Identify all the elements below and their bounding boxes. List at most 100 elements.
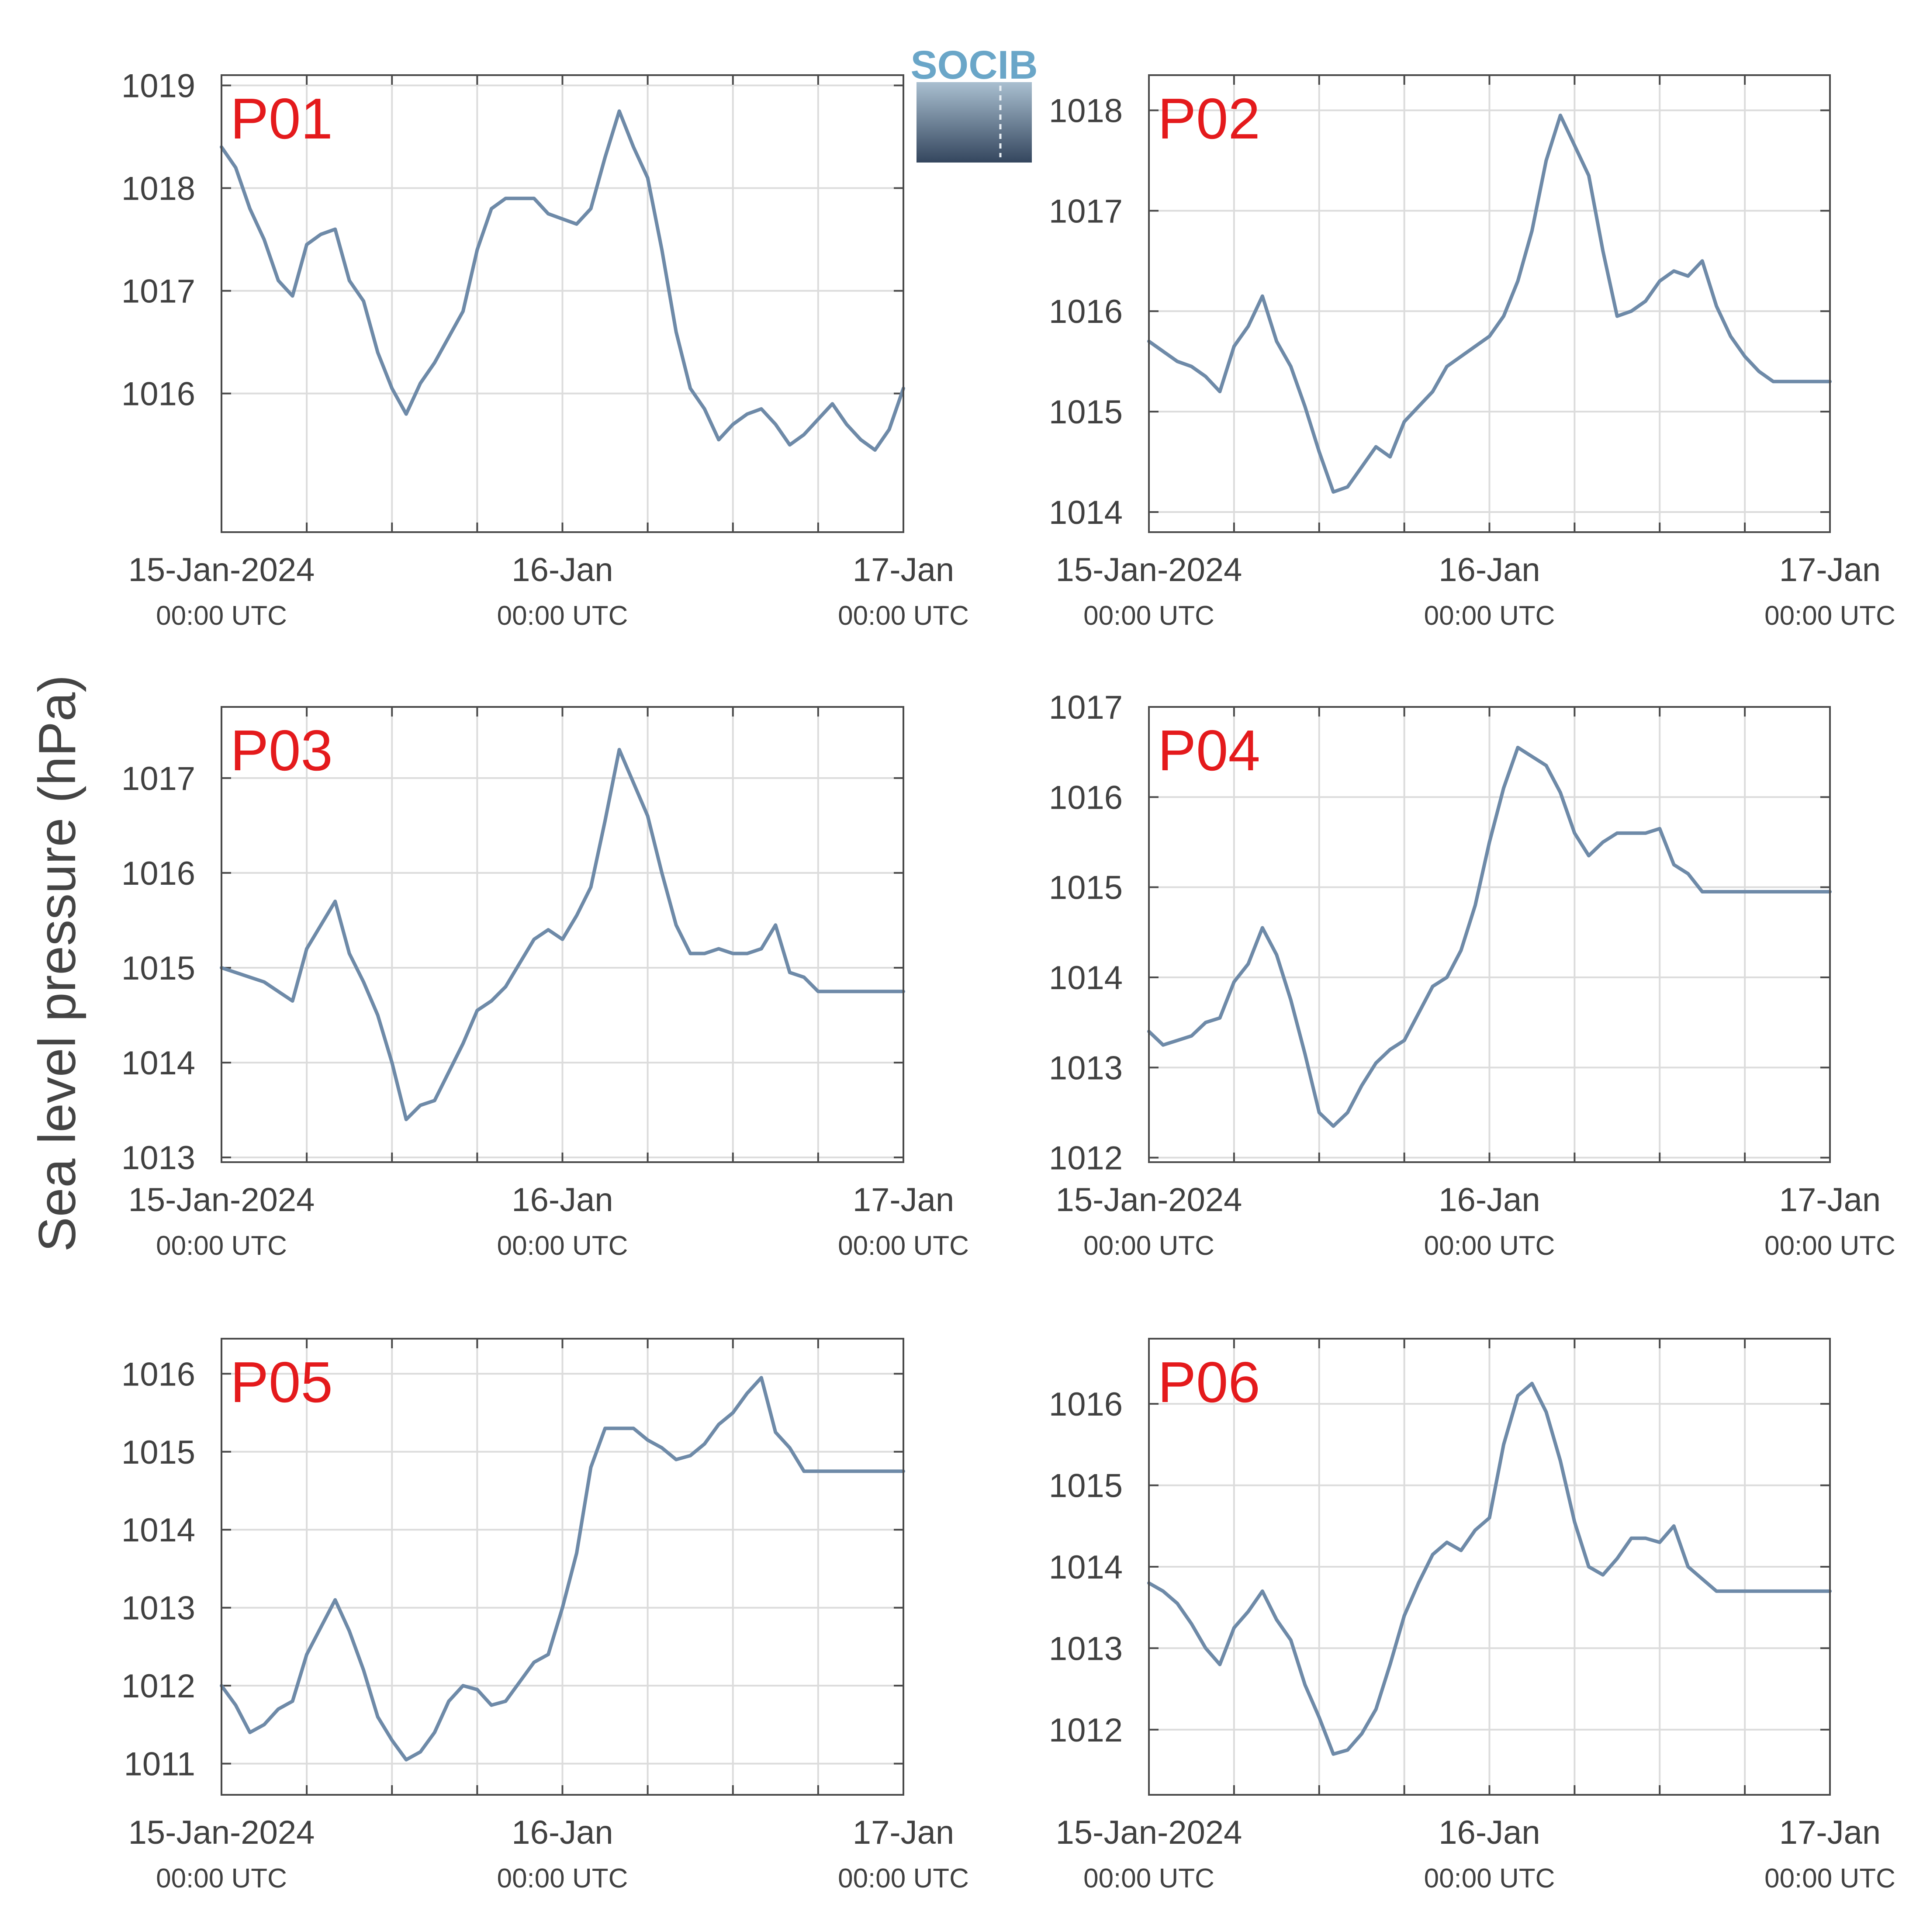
axes-frame bbox=[221, 74, 904, 533]
data-point bbox=[1616, 315, 1619, 318]
y-tick-label: 1016 bbox=[1049, 779, 1123, 816]
data-point bbox=[661, 249, 663, 251]
data-point bbox=[277, 1708, 280, 1710]
data-point bbox=[1687, 873, 1689, 875]
data-point bbox=[1204, 1021, 1207, 1024]
x-tick-label: 16-Jan bbox=[1439, 1181, 1540, 1219]
x-tick-label: 17-Jan bbox=[853, 1814, 954, 1851]
data-point bbox=[647, 177, 649, 179]
y-tick-label: 1013 bbox=[121, 1139, 195, 1177]
data-point bbox=[1233, 1627, 1235, 1629]
x-tick-label: 16-Jan bbox=[512, 1814, 613, 1851]
data-point bbox=[888, 428, 890, 431]
data-point bbox=[1190, 365, 1193, 368]
data-point bbox=[1304, 405, 1306, 408]
data-point bbox=[519, 1680, 521, 1683]
data-point bbox=[774, 924, 777, 926]
data-point bbox=[1616, 1557, 1619, 1560]
data-point bbox=[575, 223, 578, 225]
data-point bbox=[1786, 380, 1789, 383]
y-tick-label: 1018 bbox=[121, 170, 195, 208]
data-point bbox=[1800, 1590, 1803, 1593]
data-point bbox=[802, 433, 805, 436]
data-point bbox=[277, 990, 280, 993]
data-point bbox=[291, 1000, 294, 1002]
data-point bbox=[789, 971, 791, 974]
data-point bbox=[1516, 746, 1519, 749]
data-point bbox=[675, 331, 678, 333]
x-tick-time-label: 00:00 UTC bbox=[1424, 1863, 1555, 1894]
data-point bbox=[1729, 1590, 1732, 1593]
data-point bbox=[1446, 365, 1448, 368]
panel-label: P02 bbox=[1158, 87, 1260, 151]
data-point bbox=[717, 438, 720, 441]
data-point bbox=[1488, 1517, 1491, 1519]
shared-y-axis-label: Sea level pressure (hPa) bbox=[28, 675, 86, 1252]
data-point bbox=[1786, 1590, 1789, 1593]
x-tick-time-label: 00:00 UTC bbox=[838, 601, 969, 631]
data-point bbox=[263, 238, 266, 241]
data-point bbox=[1332, 1753, 1335, 1755]
data-point bbox=[703, 408, 706, 410]
data-point bbox=[362, 300, 365, 302]
data-point bbox=[1573, 832, 1576, 834]
data-point bbox=[263, 1723, 266, 1726]
data-point bbox=[1559, 1460, 1562, 1462]
data-point bbox=[703, 952, 706, 955]
x-tick-label: 15-Jan-2024 bbox=[128, 551, 315, 589]
data-point bbox=[732, 1412, 734, 1414]
data-point bbox=[746, 952, 748, 955]
data-point bbox=[1375, 446, 1377, 448]
x-tick-time-label: 00:00 UTC bbox=[1424, 601, 1555, 631]
x-tick-label: 17-Jan bbox=[853, 1181, 954, 1219]
data-point bbox=[590, 1466, 592, 1468]
data-point bbox=[1162, 350, 1164, 353]
data-point bbox=[504, 1700, 507, 1703]
data-point bbox=[1389, 456, 1391, 458]
data-point bbox=[789, 1447, 791, 1449]
data-point bbox=[533, 938, 535, 941]
data-point bbox=[1233, 980, 1235, 983]
data-point bbox=[235, 971, 237, 974]
data-point bbox=[1658, 280, 1661, 282]
data-point bbox=[1190, 1035, 1193, 1037]
data-point bbox=[1446, 1541, 1448, 1544]
data-point bbox=[476, 249, 478, 251]
data-point bbox=[1176, 1602, 1179, 1605]
data-point bbox=[1630, 832, 1632, 834]
data-point bbox=[291, 294, 294, 297]
data-point bbox=[1516, 280, 1519, 282]
data-point bbox=[1772, 890, 1774, 893]
x-tick-label: 17-Jan bbox=[853, 551, 954, 589]
data-point bbox=[689, 387, 692, 390]
x-tick-label: 16-Jan bbox=[1439, 1814, 1540, 1851]
data-point bbox=[1687, 1565, 1689, 1568]
x-tick-label: 15-Jan-2024 bbox=[1056, 1181, 1242, 1219]
chart-panel-p06: 1012 1013 1014 1015 1016 15-Jan-2024 00:00 UTC… bbox=[1049, 1338, 1895, 1894]
data-point bbox=[1261, 927, 1264, 929]
data-point bbox=[391, 1061, 393, 1064]
data-point bbox=[1304, 1683, 1306, 1686]
x-tick-time-label: 00:00 UTC bbox=[1764, 1863, 1895, 1894]
data-point bbox=[859, 438, 862, 441]
y-tick-label: 1014 bbox=[1049, 1549, 1123, 1586]
data-point bbox=[362, 981, 365, 983]
data-point bbox=[533, 197, 535, 200]
data-point bbox=[433, 1099, 436, 1102]
data-point bbox=[1318, 450, 1321, 453]
data-point bbox=[476, 1009, 478, 1012]
x-tick-time-label: 00:00 UTC bbox=[156, 1863, 287, 1894]
data-point bbox=[1190, 1623, 1193, 1625]
data-point bbox=[561, 938, 564, 941]
data-point bbox=[561, 1607, 564, 1609]
panel-label: P06 bbox=[1158, 1350, 1260, 1414]
data-point bbox=[405, 1118, 408, 1121]
y-tick-label: 1018 bbox=[1049, 92, 1123, 129]
data-point bbox=[1531, 229, 1533, 232]
data-point bbox=[1247, 325, 1249, 328]
data-point bbox=[1360, 1084, 1363, 1087]
data-point bbox=[1743, 890, 1746, 893]
data-point bbox=[831, 402, 834, 405]
data-point bbox=[874, 449, 876, 451]
data-point bbox=[1360, 1732, 1363, 1735]
